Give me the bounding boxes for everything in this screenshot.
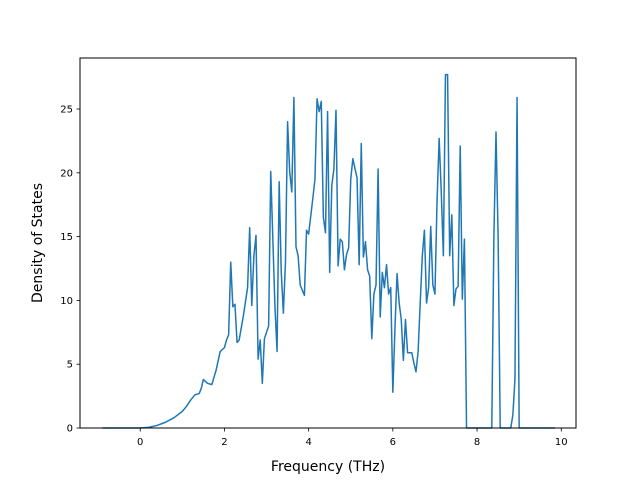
y-tick-label: 5 bbox=[67, 360, 73, 371]
series-layer bbox=[102, 73, 555, 429]
y-tick-label: 20 bbox=[60, 168, 73, 179]
x-tick-label: 4 bbox=[305, 437, 311, 448]
x-axis-label: Frequency (THz) bbox=[271, 459, 385, 475]
y-tick-label: 10 bbox=[60, 296, 73, 307]
x-tick-label: 6 bbox=[390, 437, 396, 448]
y-tick-label: 15 bbox=[60, 232, 73, 243]
x-tick-label: 10 bbox=[555, 437, 568, 448]
x-tick-label: 8 bbox=[474, 437, 480, 448]
y-axis-ticks: 0 5 10 15 20 25 bbox=[60, 105, 80, 435]
plot-frame bbox=[79, 57, 577, 429]
y-tick-label: 0 bbox=[67, 424, 73, 435]
x-tick-label: 2 bbox=[221, 437, 227, 448]
y-axis-label: Density of States bbox=[30, 183, 46, 303]
dos-series-line-0 bbox=[102, 73, 555, 429]
x-tick-label: 0 bbox=[137, 437, 143, 448]
y-tick-label: 25 bbox=[60, 105, 73, 116]
x-axis-ticks: 0 2 4 6 8 10 bbox=[137, 428, 568, 448]
